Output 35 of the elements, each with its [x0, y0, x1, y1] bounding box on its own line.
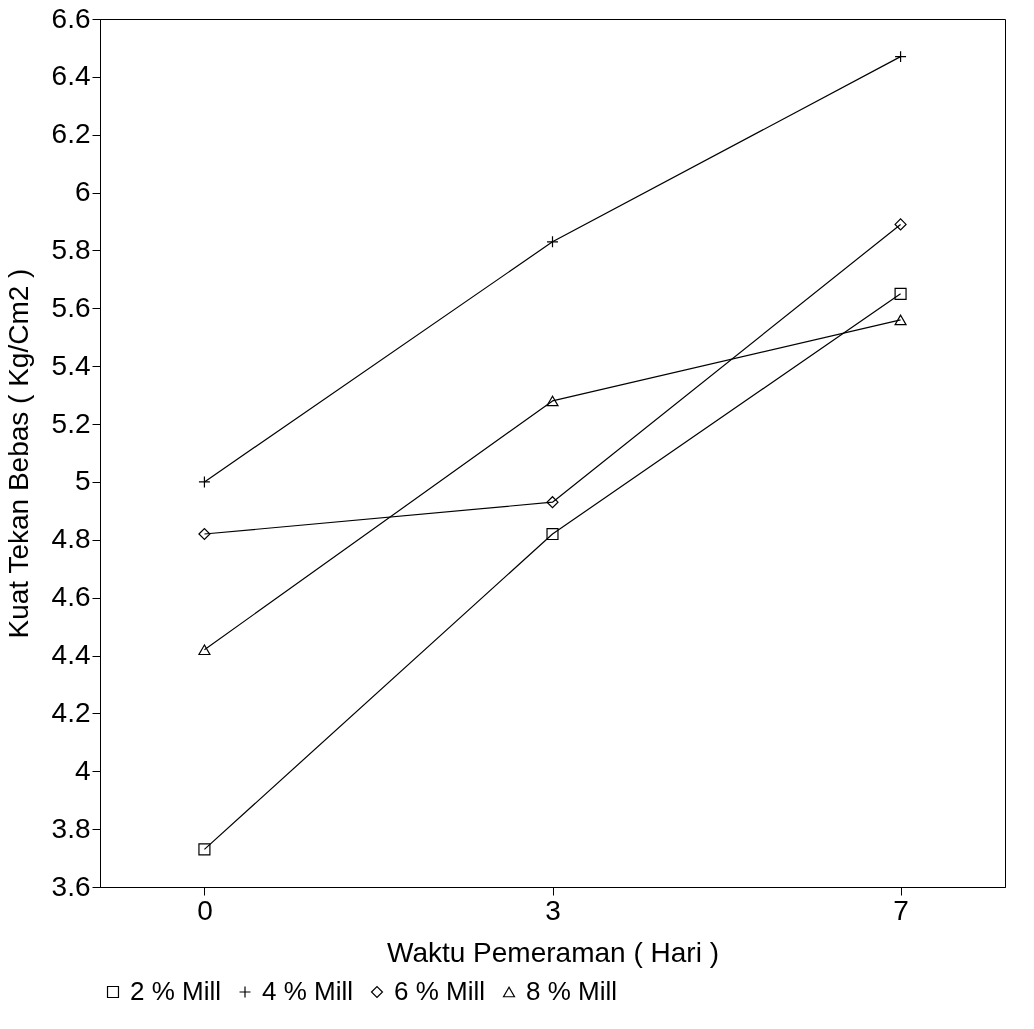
y-tick-label: 5.2	[51, 407, 91, 439]
y-tick-label: 5.8	[51, 233, 91, 265]
y-tick-label: 4.2	[51, 696, 91, 728]
y-tick-label: 6	[74, 176, 91, 208]
legend-label: 2 % Mill	[130, 976, 222, 1006]
point	[198, 527, 211, 541]
point	[546, 235, 559, 248]
y-tick-label: 6.4	[51, 60, 91, 92]
y-tick-label: 5.4	[51, 349, 91, 381]
y-tick-label: 6.6	[51, 2, 91, 34]
point	[198, 843, 211, 856]
y-axis-title: Kuat Tekan Bebas ( Kg/Cm2 )	[2, 268, 34, 639]
y-tick-label: 5	[74, 465, 91, 497]
y-tick-label: 4.4	[51, 639, 91, 671]
y-tick-label: 6.2	[51, 118, 91, 150]
x-axis-title: Waktu Pemeraman ( Hari )	[387, 936, 719, 968]
legend-label: 6 % Mill	[394, 976, 486, 1006]
x-tick-label: 7	[893, 894, 909, 926]
point	[894, 314, 907, 326]
y-tick-label: 5.6	[51, 291, 91, 323]
y-tick-label: 4.6	[51, 581, 91, 613]
legend-label: 8 % Mill	[526, 976, 618, 1006]
y-tick-label: 3.6	[51, 870, 91, 902]
point	[546, 496, 559, 509]
legend-label: 4 % Mill	[262, 976, 354, 1006]
point	[546, 395, 559, 407]
point	[894, 218, 907, 231]
y-tick-label: 4.8	[51, 523, 91, 555]
y-tick-label: 4	[74, 754, 91, 786]
x-tick-label: 3	[545, 894, 561, 926]
point	[546, 527, 559, 541]
point	[198, 644, 211, 656]
point	[894, 287, 907, 300]
x-tick-label: 0	[197, 894, 213, 926]
y-tick-label: 3.8	[51, 812, 91, 844]
